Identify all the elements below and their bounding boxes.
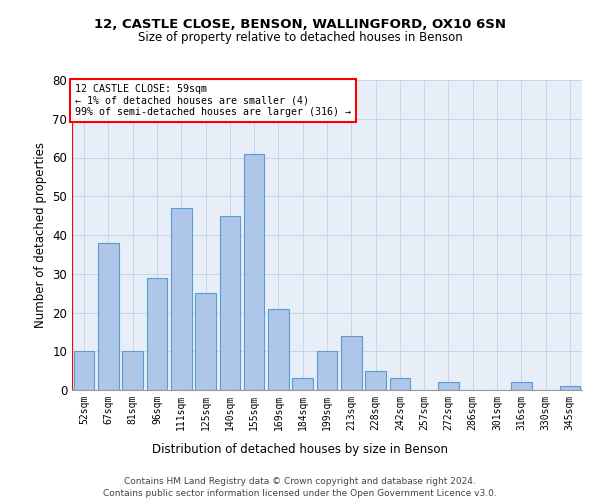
Bar bbox=[341, 336, 362, 390]
Text: Contains HM Land Registry data © Crown copyright and database right 2024.: Contains HM Land Registry data © Crown c… bbox=[124, 478, 476, 486]
Bar bbox=[317, 351, 337, 390]
Text: Contains public sector information licensed under the Open Government Licence v3: Contains public sector information licen… bbox=[103, 489, 497, 498]
Bar bbox=[438, 382, 459, 390]
Bar bbox=[220, 216, 240, 390]
Bar bbox=[171, 208, 191, 390]
Bar bbox=[292, 378, 313, 390]
Y-axis label: Number of detached properties: Number of detached properties bbox=[34, 142, 47, 328]
Bar bbox=[146, 278, 167, 390]
Text: Size of property relative to detached houses in Benson: Size of property relative to detached ho… bbox=[137, 31, 463, 44]
Bar bbox=[195, 293, 216, 390]
Text: Distribution of detached houses by size in Benson: Distribution of detached houses by size … bbox=[152, 442, 448, 456]
Text: 12, CASTLE CLOSE, BENSON, WALLINGFORD, OX10 6SN: 12, CASTLE CLOSE, BENSON, WALLINGFORD, O… bbox=[94, 18, 506, 30]
Bar bbox=[365, 370, 386, 390]
Bar bbox=[98, 243, 119, 390]
Bar bbox=[122, 351, 143, 390]
Bar bbox=[389, 378, 410, 390]
Bar bbox=[244, 154, 265, 390]
Bar bbox=[560, 386, 580, 390]
Bar bbox=[74, 351, 94, 390]
Text: 12 CASTLE CLOSE: 59sqm
← 1% of detached houses are smaller (4)
99% of semi-detac: 12 CASTLE CLOSE: 59sqm ← 1% of detached … bbox=[75, 84, 351, 117]
Bar bbox=[268, 308, 289, 390]
Bar bbox=[511, 382, 532, 390]
